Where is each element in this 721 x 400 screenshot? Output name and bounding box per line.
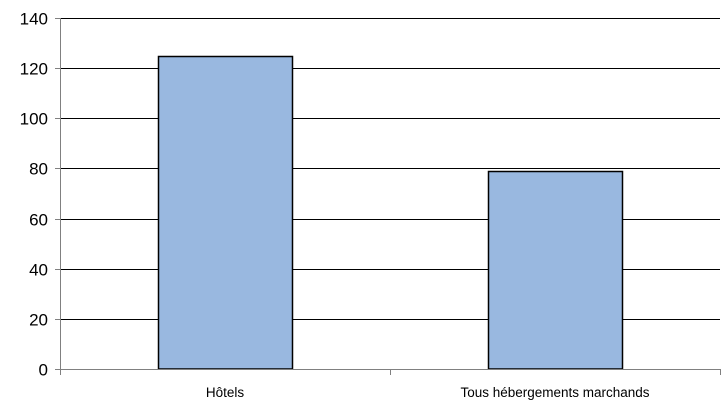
y-tick-label: 100 [20,110,48,129]
y-tick-label: 80 [29,160,48,179]
bar [487,170,624,370]
x-tick-label: Hôtels [206,385,245,400]
bar [157,55,294,370]
y-tick-label: 120 [20,60,48,79]
y-tick-label: 0 [39,361,48,380]
y-tick-label: 140 [20,10,48,29]
y-tick-label: 60 [29,211,48,230]
y-tick-label: 20 [29,311,48,330]
y-tick-label: 40 [29,261,48,280]
x-tick-label: Tous hébergements marchands [460,385,649,400]
x-tick-labels: Hôtels Tous hébergements marchands [206,385,650,400]
bars [157,55,624,370]
y-tick-labels: 0 20 40 60 80 100 120 140 [20,10,48,380]
axes [55,18,721,375]
